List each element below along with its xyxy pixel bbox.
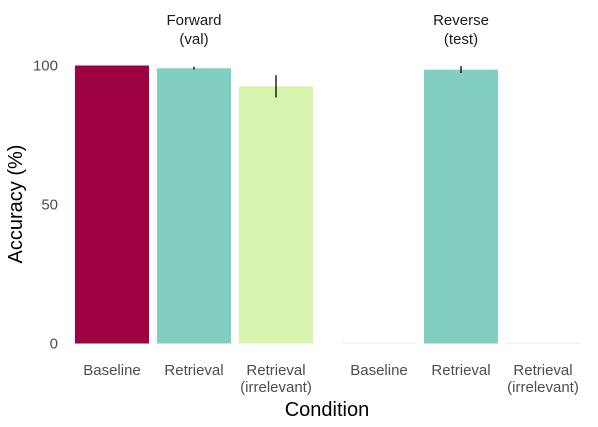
facet-label: Reverse (test)	[433, 12, 489, 48]
facet-panels: Forward (val) Baseline Retrieval Retrieval (i…	[75, 12, 580, 396]
y-tick-label: 0	[50, 336, 58, 353]
bar	[157, 68, 231, 344]
facet-panel: Reverse (test) Baseline Retrieval Retrieval(…	[342, 12, 580, 396]
bar	[506, 342, 580, 344]
y-tick-label: 50	[41, 197, 58, 214]
x-tick-label: Baseline	[83, 362, 141, 379]
y-tick-label: 100	[33, 58, 58, 75]
x-tick-label: Retrieval	[164, 362, 223, 379]
y-axis-title: Accuracy (%)	[5, 145, 27, 264]
x-tick-label: Retrieval (irrelevant)	[240, 362, 312, 396]
bar	[342, 342, 416, 344]
facet-panel: Forward (val) Baseline Retrieval Retrieval (i…	[75, 12, 313, 396]
x-tick-label: Retrieval (irrelevant)	[507, 362, 579, 396]
y-axis: 0 50 100	[33, 58, 58, 353]
x-axis-title: Condition	[285, 399, 370, 421]
x-tick-label: Retrieval	[431, 362, 490, 379]
x-tick-label: Baseline	[350, 362, 408, 379]
facet-label: Forward (val)	[166, 12, 221, 48]
bar	[239, 86, 313, 344]
bar	[75, 65, 149, 344]
bar	[424, 69, 498, 344]
